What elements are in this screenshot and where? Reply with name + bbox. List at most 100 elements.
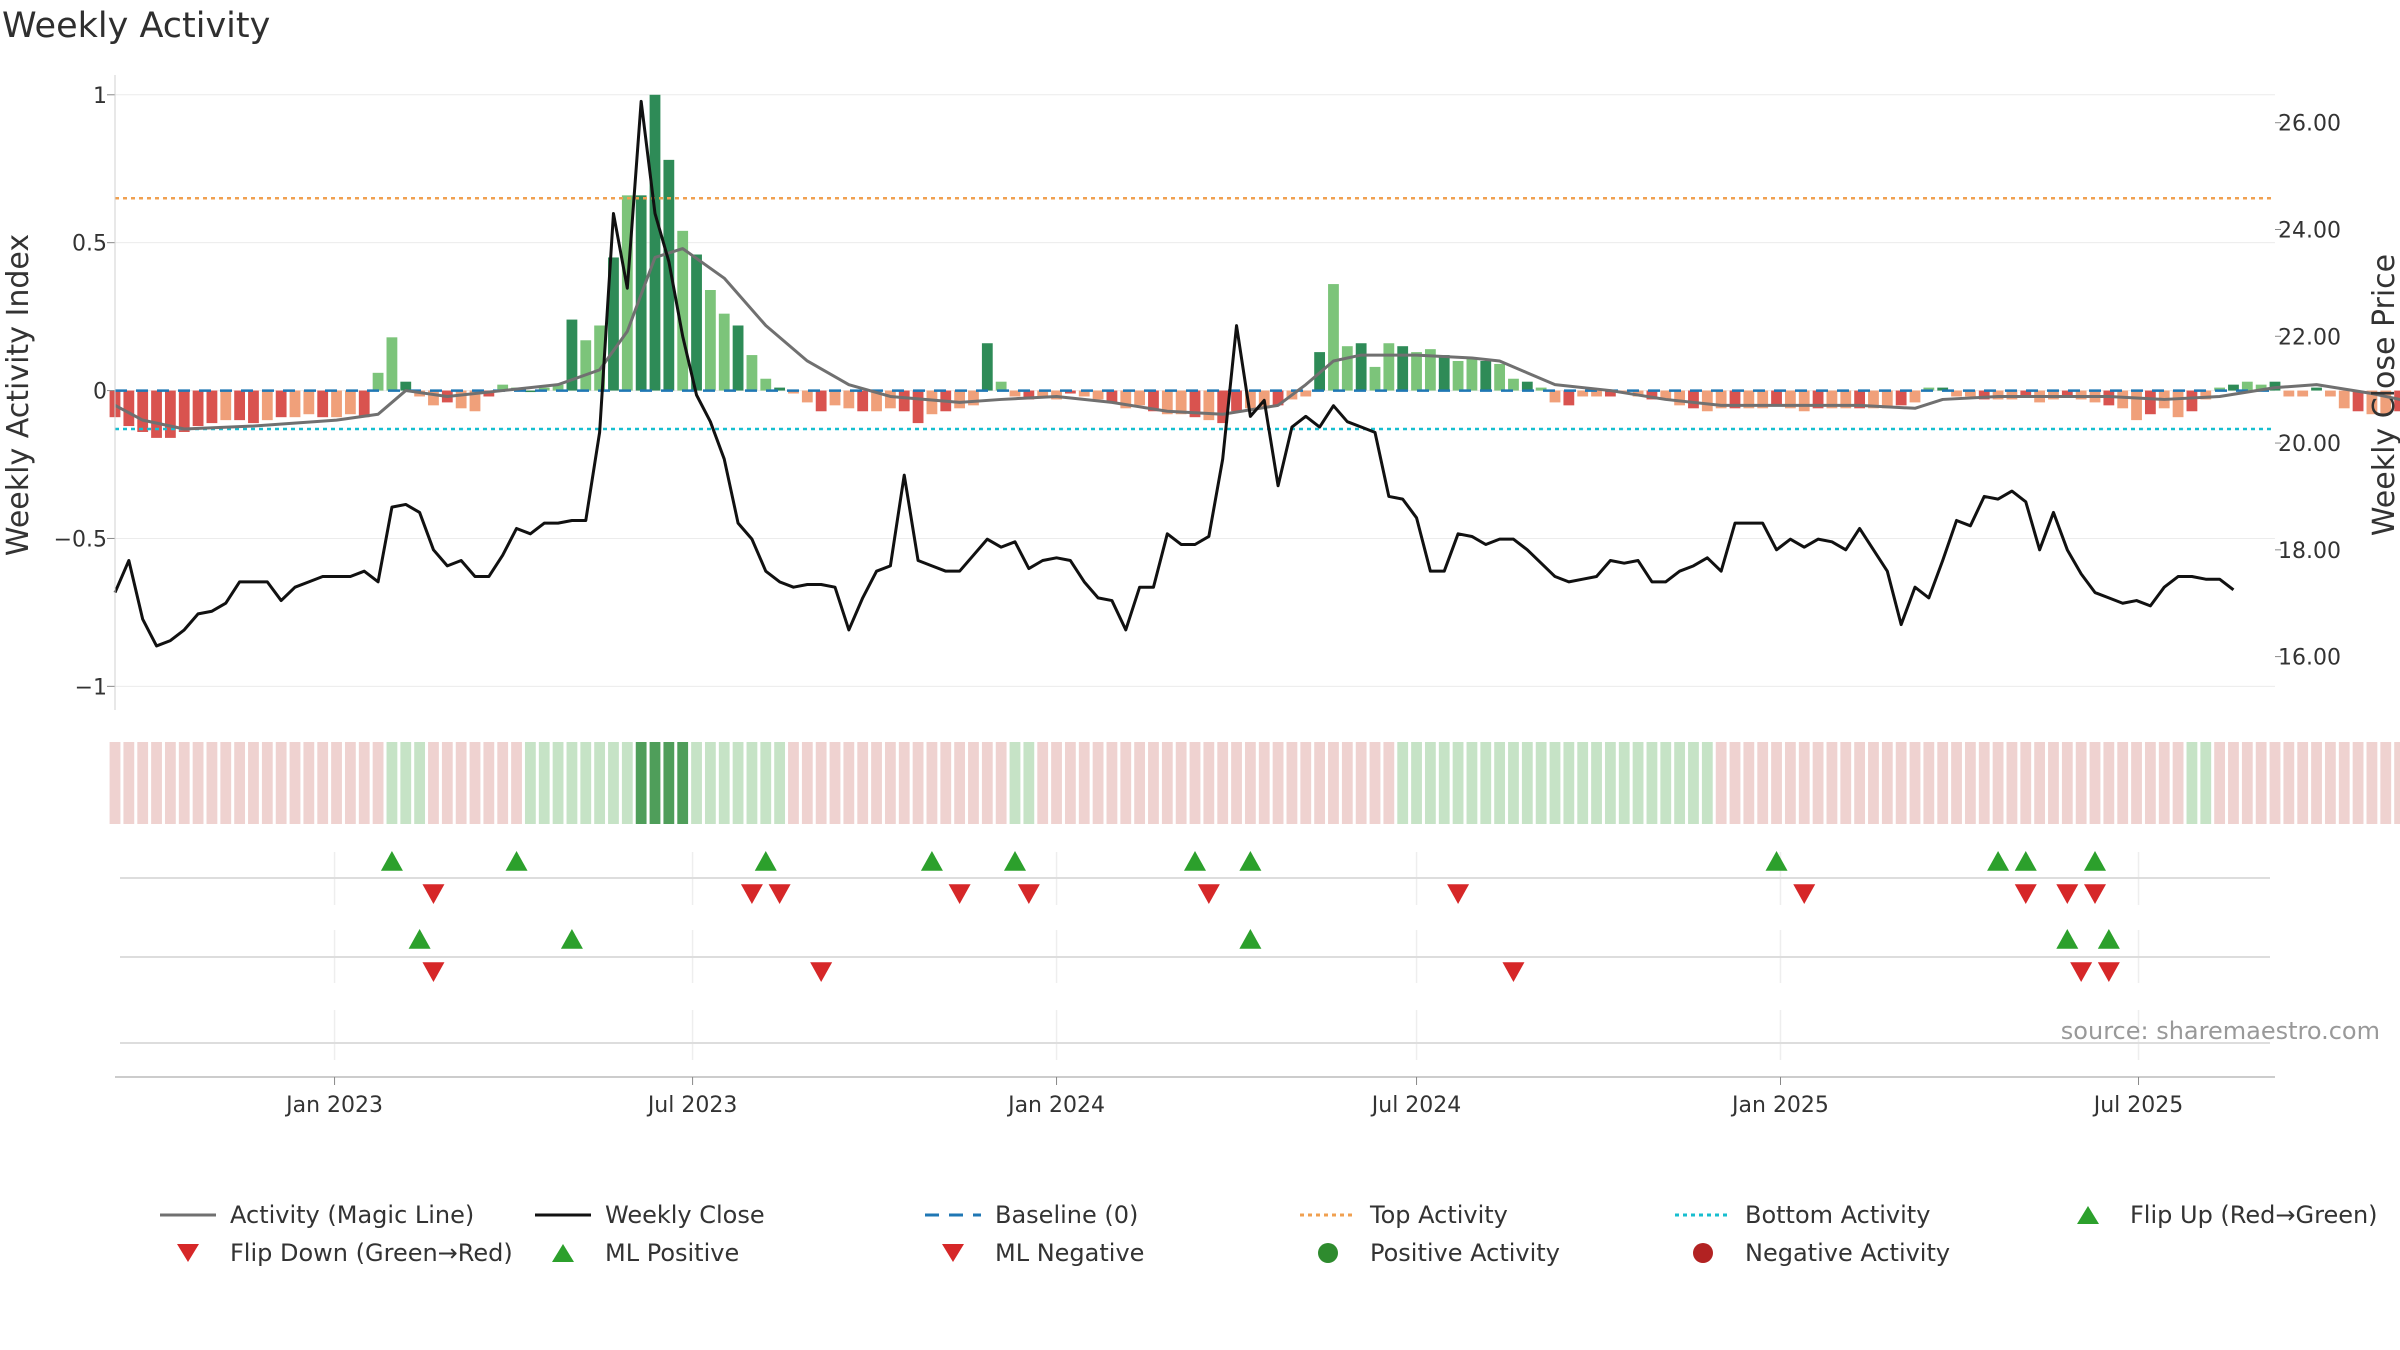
source-note: source: sharemaestro.com <box>2061 1017 2380 1045</box>
pos_act-legend-glyph <box>1318 1243 1338 1263</box>
strip-cell <box>2103 742 2115 824</box>
activity-bar <box>566 319 578 391</box>
legend-item-flip-up: Flip Up (Red→Green) <box>2058 1196 2378 1234</box>
strip-cell <box>1701 742 1713 824</box>
activity-bar <box>552 384 564 391</box>
strip-cell <box>1480 742 1492 824</box>
flip-down-marker <box>1017 884 1040 904</box>
top-legend-swatch <box>1300 1213 1356 1217</box>
strip-cell <box>843 742 855 824</box>
strip-cell <box>1037 742 1049 824</box>
activity-bar <box>774 387 786 391</box>
legend-label: Activity (Magic Line) <box>230 1201 475 1229</box>
activity-bar <box>1120 390 1132 409</box>
strip-cell <box>621 742 633 824</box>
strip-cell <box>400 742 412 824</box>
strip-cell <box>1355 742 1367 824</box>
strip-cell <box>1743 742 1755 824</box>
activity-bar <box>2214 387 2226 391</box>
strip-cell <box>1120 742 1132 824</box>
activity-bar <box>1840 390 1852 409</box>
activity-bar <box>303 390 315 415</box>
activity-bar <box>2366 390 2378 415</box>
activity-bar <box>649 94 661 391</box>
strip-cell <box>2200 742 2212 824</box>
activity-bar <box>261 390 273 421</box>
legend-label: ML Positive <box>605 1239 740 1267</box>
activity-bar <box>275 390 287 418</box>
strip-cell <box>912 742 924 824</box>
activity-bar <box>1937 387 1949 391</box>
activity-bar <box>2380 390 2392 415</box>
activity-bar <box>178 390 190 432</box>
strip-cell <box>151 742 162 824</box>
magic-legend-swatch <box>160 1213 216 1217</box>
activity-bar <box>1411 352 1422 391</box>
activity-bar <box>1881 390 1893 409</box>
activity-bar <box>1480 360 1492 391</box>
legend-row-2: Flip Down (Green→Red) ML Positive ML Negat… <box>150 1234 2400 1272</box>
activity-bar <box>1646 390 1658 400</box>
activity-bar <box>746 355 758 391</box>
strip-cell <box>1244 742 1256 824</box>
flip-down-marker <box>948 884 971 904</box>
strip-cell <box>774 742 786 824</box>
strip-cell <box>1909 742 1921 824</box>
activity-bar <box>2228 384 2239 391</box>
activity-bar <box>1023 390 1035 400</box>
strip-cell <box>1895 742 1907 824</box>
activity-bar <box>151 390 162 438</box>
close-legend-swatch <box>535 1213 591 1217</box>
activity-bar <box>2131 390 2142 421</box>
strip-cell <box>1466 742 1478 824</box>
strip-cell <box>968 742 979 824</box>
activity-bar <box>1134 390 1146 406</box>
strip-cell <box>524 742 536 824</box>
strip-cell <box>1231 742 1242 824</box>
strip-cell <box>455 742 467 824</box>
activity-bar <box>1037 390 1049 397</box>
weekly-close-line <box>113 99 2235 648</box>
strip-cell <box>2255 742 2267 824</box>
x-tick-label: Jul 2024 <box>1370 1093 1462 1118</box>
x-tick-label: Jul 2025 <box>2092 1093 2184 1118</box>
activity-bar <box>2144 390 2156 415</box>
legend-item-baseline: Baseline (0) <box>923 1196 1138 1234</box>
flip-down-marker <box>2084 884 2106 904</box>
strip-cell <box>1161 742 1173 824</box>
activity-bar <box>912 390 924 424</box>
strip-cell <box>220 742 232 824</box>
strip-cell <box>234 742 246 824</box>
strip-cell <box>760 742 772 824</box>
activity-bar <box>1604 390 1616 397</box>
legend-label: Flip Down (Green→Red) <box>230 1239 513 1267</box>
strip-cell <box>1840 742 1852 824</box>
activity-bar <box>926 390 938 415</box>
strip-cell <box>1424 742 1436 824</box>
activity-bar <box>1203 390 1215 421</box>
activity-bar <box>344 390 356 415</box>
activity-bar <box>1535 387 1547 391</box>
strip-cell <box>857 742 869 824</box>
ml-positive-marker <box>2097 929 2120 949</box>
strip-cell <box>123 742 135 824</box>
legend-label: Negative Activity <box>1745 1239 1951 1267</box>
strip-cell <box>164 742 176 824</box>
legend-label: ML Negative <box>995 1239 1145 1267</box>
flip_down-legend-glyph <box>177 1244 199 1262</box>
flip-up-marker <box>1987 851 2010 871</box>
activity-bar <box>400 381 412 391</box>
flip-up-marker <box>1184 851 1206 871</box>
activity-bar <box>2117 390 2129 409</box>
activity-bar <box>2352 390 2364 412</box>
activity-bar <box>1951 390 1962 397</box>
flip-up-marker <box>1004 851 1026 871</box>
strip-cell <box>1508 742 1519 824</box>
ml-negative-marker <box>810 962 833 982</box>
baseline-legend-swatch <box>925 1213 981 1217</box>
activity-bar <box>1217 390 1229 424</box>
activity-bar <box>469 390 481 412</box>
strip-cell <box>1064 742 1076 824</box>
strip-cell <box>497 742 509 824</box>
strip-cell <box>248 742 259 824</box>
